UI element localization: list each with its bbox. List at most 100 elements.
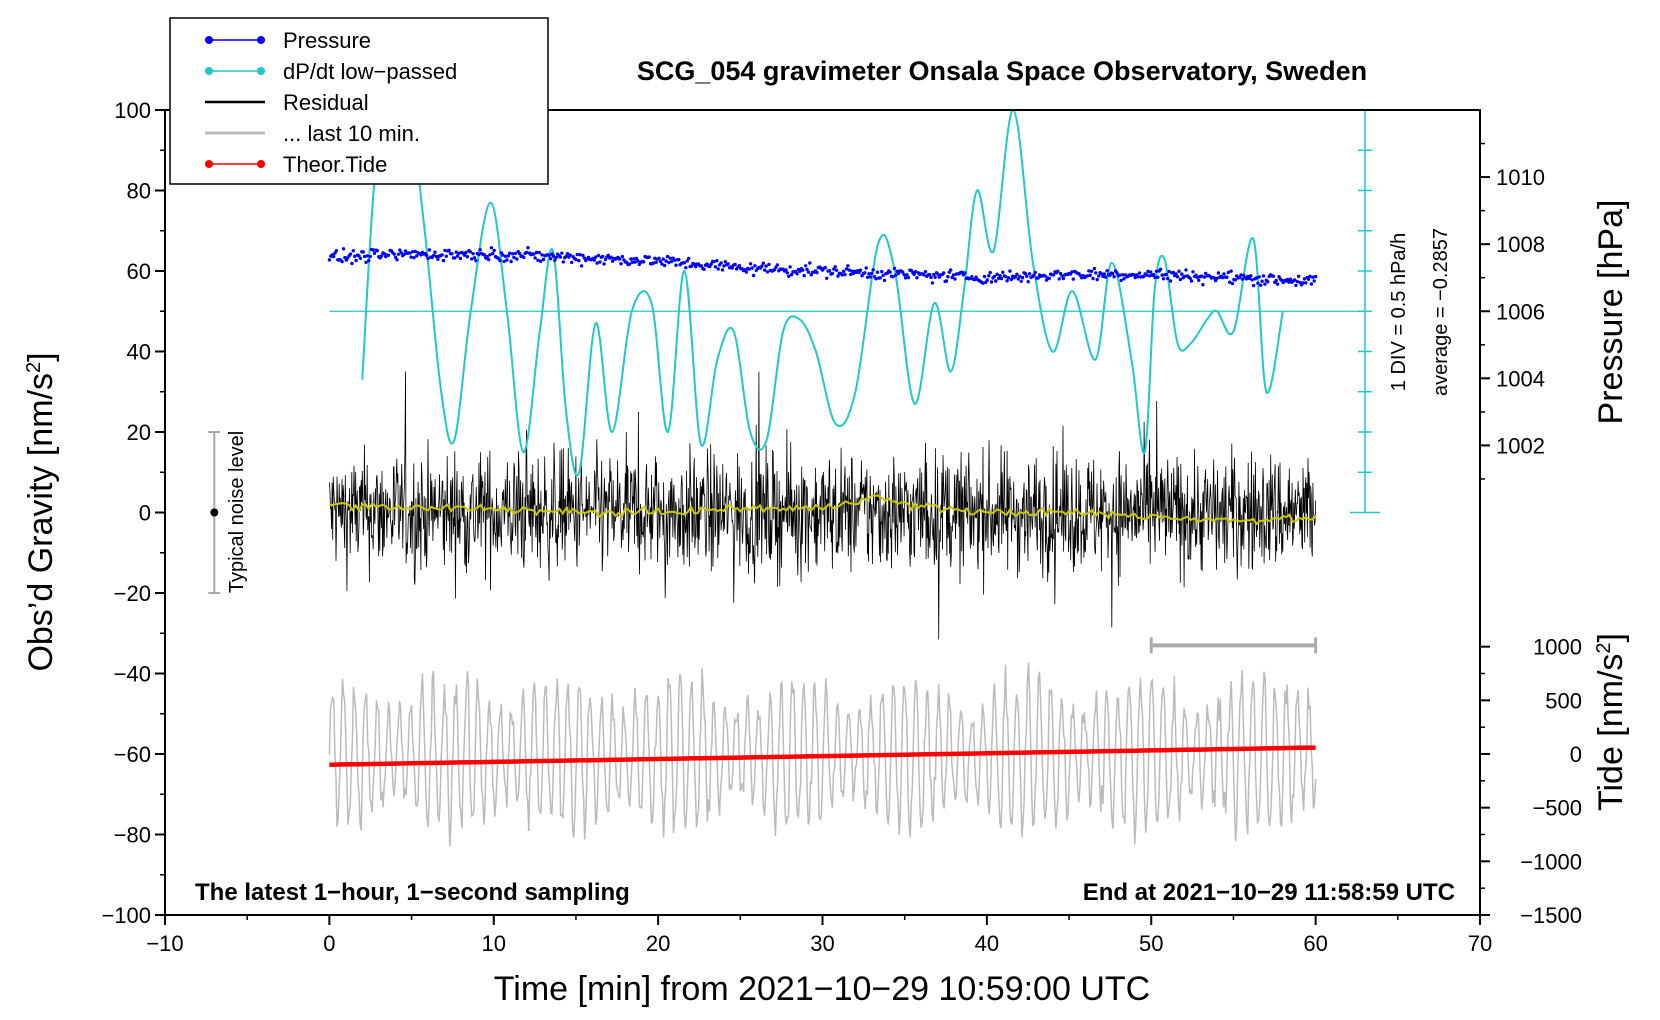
pressure-point [764, 264, 768, 268]
x-tick-label: 0 [323, 931, 335, 956]
pressure-point [803, 264, 808, 268]
pressure-point [426, 256, 430, 261]
pressure-point [1191, 270, 1195, 274]
pressure-point [441, 258, 446, 263]
pressure-point [913, 270, 918, 274]
pressure-point [367, 258, 371, 263]
pressure-point [882, 278, 887, 283]
pressure-point [570, 260, 574, 265]
pressure-point [485, 254, 489, 259]
pressure-point [923, 270, 928, 274]
pressure-point [350, 261, 354, 266]
pressure-tick-label: 1008 [1496, 232, 1545, 257]
pressure-point [1071, 277, 1076, 281]
pressure-point [867, 272, 871, 276]
pressure-point [1095, 277, 1099, 282]
pressure-point [808, 261, 812, 265]
pressure-point [1247, 276, 1252, 281]
pressure-point [372, 251, 377, 255]
pressure-point [933, 275, 937, 279]
pressure-point [874, 277, 878, 281]
pressure-point [1166, 276, 1170, 281]
pressure-point [512, 255, 516, 260]
pressure-point [989, 280, 994, 284]
pressure-point [482, 253, 487, 257]
pressure-point [1043, 274, 1047, 278]
pressure-point [892, 266, 897, 271]
pressure-point [581, 253, 585, 258]
pressure-point [1288, 277, 1293, 281]
pressure-point [833, 265, 837, 269]
pressure-point [667, 260, 671, 265]
pressure-point [988, 270, 992, 275]
pressure-point [564, 254, 568, 259]
pressure-point [502, 259, 506, 264]
pressure-point [415, 254, 419, 258]
y-tick-label: 20 [127, 420, 151, 445]
pressure-point [1132, 273, 1136, 277]
pressure-point [1026, 280, 1030, 284]
pressure-point [775, 263, 780, 267]
pressure-point [932, 272, 936, 277]
pressure-point [654, 260, 658, 264]
pressure-point [963, 271, 967, 275]
div-label: 1 DIV = 0.5 hPa/h [1388, 233, 1410, 391]
x-tick-label: 70 [1468, 931, 1492, 956]
pressure-point [1144, 273, 1149, 277]
pressure-point [575, 252, 579, 257]
pressure-point [1070, 270, 1074, 274]
pressure-point [447, 248, 451, 252]
pressure-point [663, 263, 667, 268]
pressure-point [1008, 269, 1012, 273]
pressure-point [491, 251, 495, 256]
pressure-point [987, 274, 991, 278]
y-axis-left-title-sup: 2 [23, 362, 45, 373]
pressure-point [1308, 274, 1312, 278]
pressure-point [610, 259, 615, 263]
pressure-point [1051, 273, 1056, 277]
pressure-point [351, 249, 355, 253]
pressure-point [1251, 283, 1256, 288]
pressure-point [517, 251, 522, 256]
pressure-point [1105, 269, 1109, 273]
pressure-point [827, 269, 832, 273]
pressure-point [912, 272, 916, 277]
pressure-point [982, 274, 987, 279]
pressure-point [806, 270, 811, 274]
pressure-point [553, 258, 557, 262]
pressure-point [609, 255, 613, 259]
pressure-point [1226, 270, 1231, 275]
pressure-point [1311, 275, 1315, 279]
pressure-point [558, 255, 563, 259]
pressure-point [995, 272, 999, 276]
pressure-point [802, 273, 806, 278]
pressure-point [682, 261, 687, 265]
pressure-point [1249, 274, 1253, 278]
pressure-point [440, 253, 444, 257]
pressure-point [362, 254, 367, 259]
legend-marker [257, 36, 265, 44]
pressure-point [903, 276, 908, 280]
pressure-point [668, 256, 672, 260]
pressure-axis: 1010 1008 1006 1004 1002 [1480, 142, 1545, 480]
pressure-point [1027, 272, 1032, 276]
pressure-point [1115, 271, 1119, 275]
pressure-point [578, 253, 582, 257]
tide-axis-title-close: ] [1592, 633, 1630, 642]
pressure-point [574, 257, 578, 262]
pressure-point [744, 270, 749, 274]
pressure-point [617, 257, 622, 261]
pressure-point [1180, 272, 1184, 276]
y-axis-left-title-close: ] [22, 352, 60, 361]
pressure-point [836, 274, 840, 278]
pressure-point [765, 270, 770, 274]
y-axis-left: 100 80 60 40 20 0 −20 −40 −60 −80 −100 [101, 98, 165, 928]
pressure-point [1118, 273, 1122, 277]
pressure-point [672, 258, 677, 262]
pressure-point [1020, 276, 1025, 280]
pressure-point [348, 252, 353, 256]
pressure-point [951, 273, 956, 277]
pressure-point [719, 261, 723, 265]
pressure-point [1087, 269, 1091, 273]
pressure-point [1102, 272, 1107, 276]
